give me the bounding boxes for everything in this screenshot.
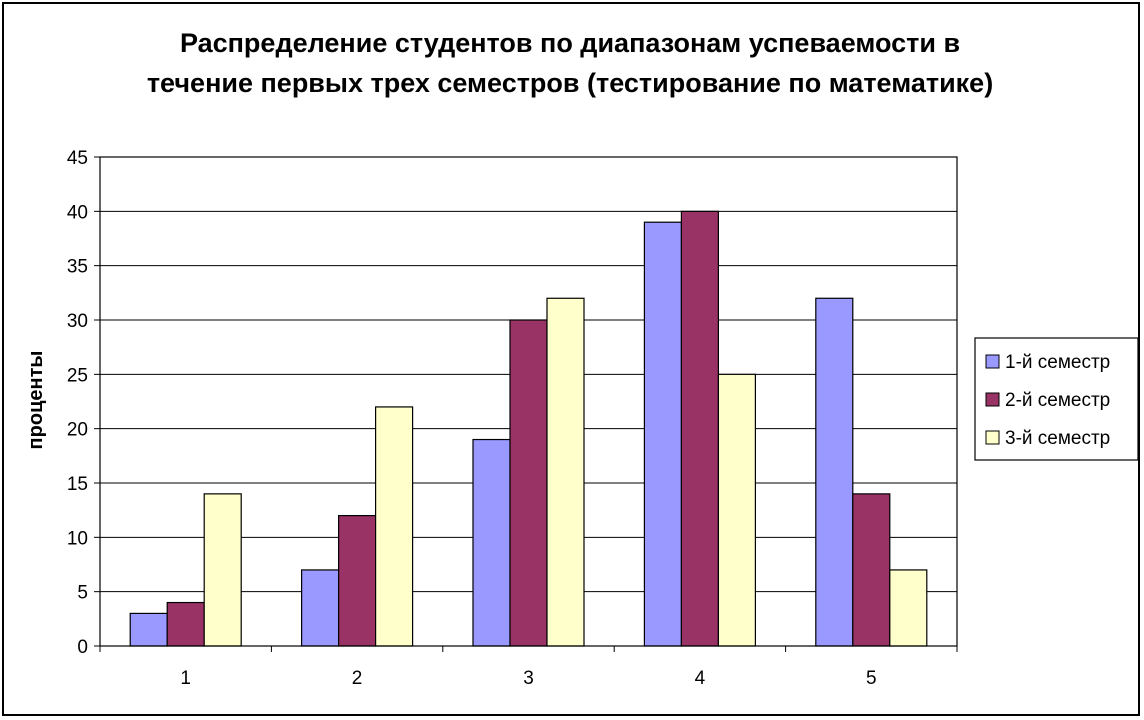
bar-series-3-cat-2 [375,406,414,647]
chart-title-line-1: Распределение студентов по диапазонам ус… [180,28,960,58]
bar-series-3-cat-4 [717,373,757,647]
bar-series-1-cat-1 [129,612,168,647]
legend-label: 1-й семестр [1005,352,1110,373]
y-tick-label: 40 [67,202,88,223]
bar-series-3-cat-3 [546,297,585,647]
legend: 1-й семестр 2-й семестр 3-й семестр [974,337,1139,461]
bar-series-1-cat-4 [643,221,683,647]
y-tick-label: 0 [77,637,88,658]
legend-swatch [985,392,1000,407]
bar-series-2-cat-5 [852,493,891,647]
bar-series-1-cat-5 [815,297,854,647]
bar-series-2-cat-2 [338,514,377,647]
chart-title-line-2: течение первых трех семестров (тестирова… [147,68,993,98]
chart-title: Распределение студентов по диапазонам ус… [147,28,993,98]
bar-series-1-cat-2 [301,569,340,647]
y-tick-label: 30 [67,311,88,332]
legend-swatch [985,354,1000,369]
x-tick-label: 4 [695,668,706,689]
x-tick-label: 3 [523,668,534,689]
y-tick-label: 5 [77,583,88,604]
bar-series-3-cat-1 [203,493,242,647]
y-tick-label: 35 [67,257,88,278]
plot-border [99,156,958,647]
y-axis-label: проценты [25,351,47,450]
y-tick-label: 45 [67,148,88,169]
y-tick-label: 25 [67,365,88,386]
legend-label: 2-й семестр [1005,390,1110,411]
x-tick-label: 1 [180,668,191,689]
legend-swatch [985,430,1000,445]
bar-series-2-cat-1 [166,601,205,647]
y-tick-label: 10 [67,528,88,549]
bar-series-3-cat-5 [889,569,928,647]
legend-label: 3-й семестр [1005,428,1110,449]
x-tick-label: 5 [866,668,877,689]
legend-box [974,337,1139,461]
bar-series-2-cat-4 [680,210,720,647]
bar-series-2-cat-3 [509,319,548,647]
bar-series-1-cat-3 [472,438,511,647]
y-tick-label: 15 [67,474,88,495]
x-tick-label: 2 [352,668,363,689]
y-tick-label: 20 [67,420,88,441]
